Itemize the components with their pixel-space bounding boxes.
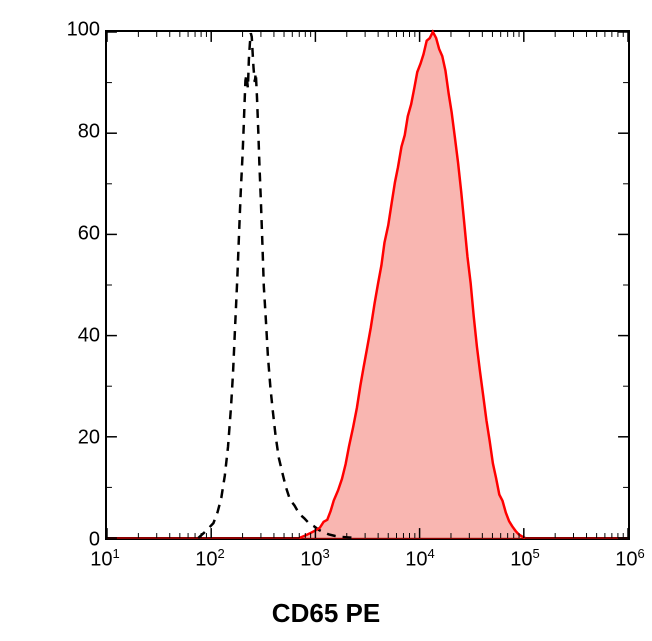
y-tick-label: 20 <box>78 427 100 450</box>
x-axis-label: CD65 PE <box>272 598 380 629</box>
x-tick-label: 102 <box>195 546 224 572</box>
plot-area <box>105 30 630 540</box>
series-stroke-control <box>198 33 357 538</box>
y-tick-label: 40 <box>78 325 100 348</box>
flow-cytometry-histogram: Relative Cell Count CD65 PE 020406080100… <box>0 0 652 641</box>
y-tick-label: 60 <box>78 223 100 246</box>
x-tick-label: 104 <box>405 546 434 572</box>
plot-svg <box>107 32 628 538</box>
series-fill-cd65-pe <box>299 30 525 538</box>
x-tick-label: 101 <box>90 546 119 572</box>
y-tick-label: 100 <box>67 19 100 42</box>
y-tick-label: 80 <box>78 121 100 144</box>
x-tick-label: 103 <box>300 546 329 572</box>
x-tick-label: 105 <box>510 546 539 572</box>
x-tick-label: 106 <box>615 546 644 572</box>
